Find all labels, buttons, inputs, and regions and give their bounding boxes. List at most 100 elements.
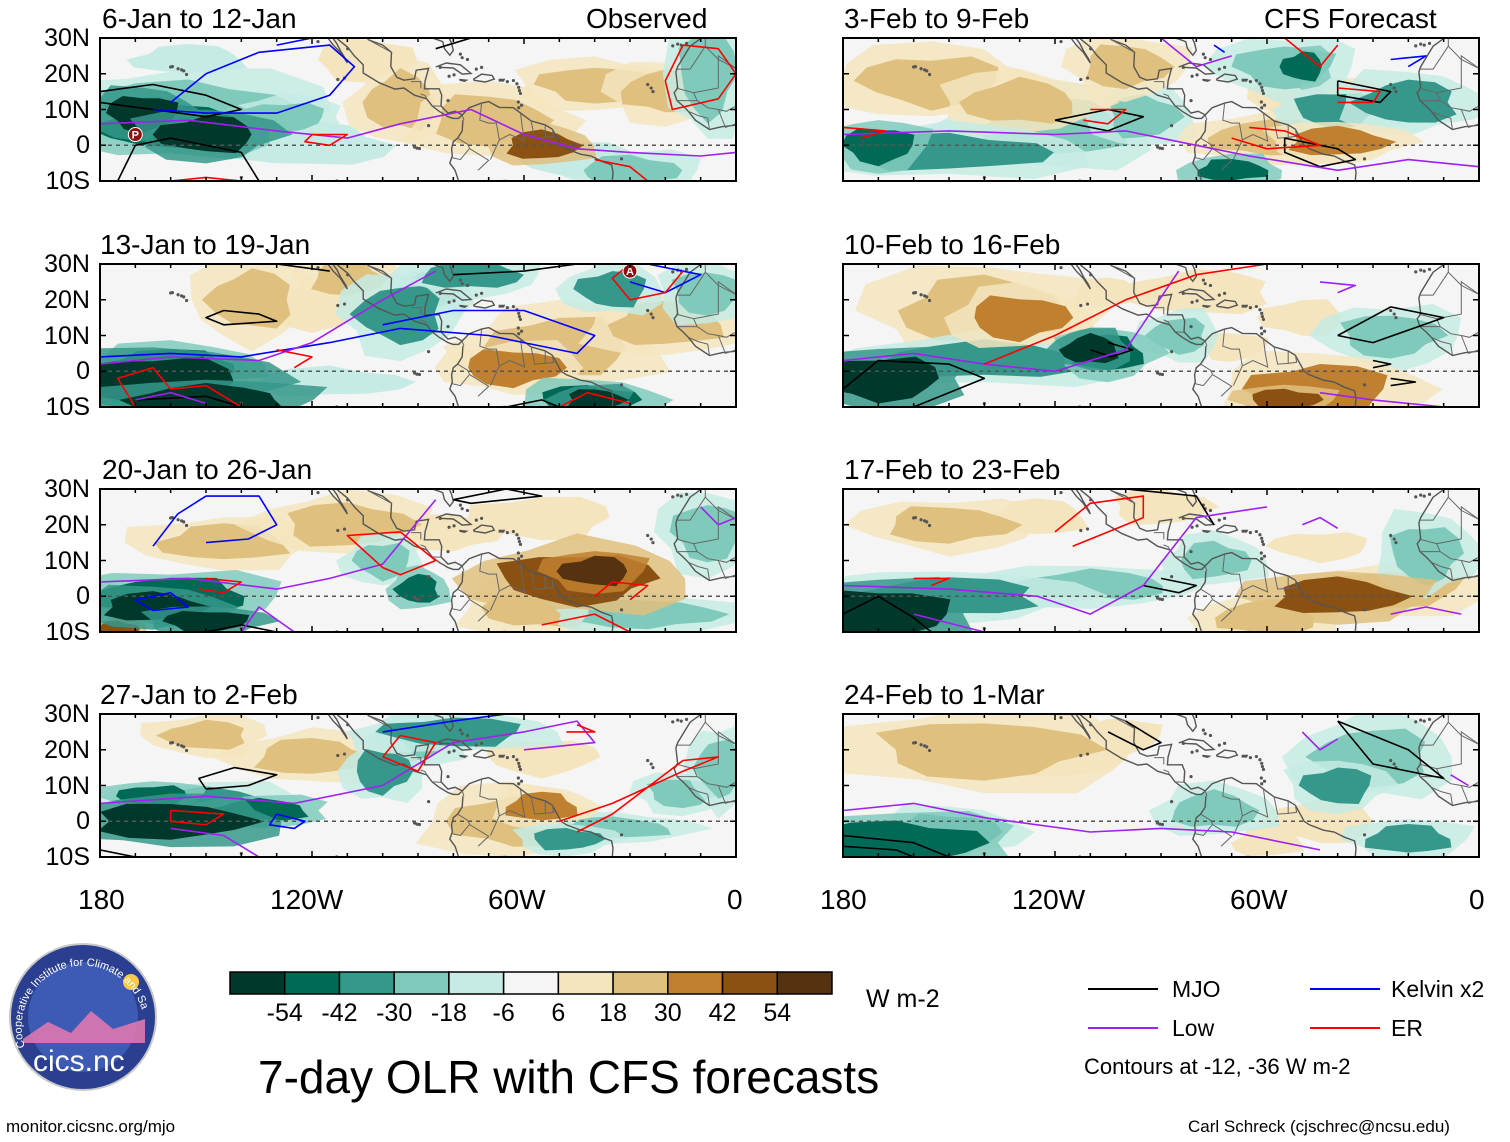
country-border	[499, 113, 526, 142]
island	[438, 65, 442, 69]
island	[1217, 518, 1221, 522]
contour-line	[1301, 516, 1339, 529]
island	[1261, 542, 1266, 547]
coastline	[449, 100, 614, 181]
island	[460, 282, 464, 286]
contour-line	[843, 359, 986, 407]
coastline	[335, 489, 464, 571]
coastline	[449, 551, 614, 632]
country-border	[1431, 110, 1453, 130]
island	[417, 597, 422, 602]
country-border	[420, 544, 428, 551]
olr-map-panel: A	[99, 263, 737, 423]
lat-label: 10N	[44, 546, 90, 575]
country-border	[410, 307, 422, 315]
island	[1181, 65, 1185, 69]
contour-line	[1231, 126, 1321, 150]
country-border	[1447, 496, 1479, 520]
country-border	[704, 271, 736, 295]
contour-line	[843, 270, 1180, 373]
country-border	[688, 336, 710, 356]
island	[1427, 492, 1432, 496]
island	[446, 774, 450, 779]
country-border	[1418, 38, 1449, 70]
island	[1089, 498, 1093, 502]
island	[1158, 822, 1162, 826]
island	[1261, 317, 1266, 322]
country-border	[688, 786, 710, 806]
olr-anomaly-area	[556, 555, 628, 587]
island	[336, 303, 340, 308]
coastline	[1172, 264, 1198, 283]
island	[342, 302, 347, 306]
island	[141, 870, 144, 873]
olr-anomaly-area	[678, 38, 736, 124]
island	[517, 314, 522, 319]
island	[458, 503, 462, 507]
legend-label-low: Low	[1172, 1015, 1215, 1041]
coastline	[498, 304, 506, 308]
country-border	[1436, 54, 1479, 94]
logo-inner-disc	[28, 962, 138, 1072]
country-border	[1460, 785, 1479, 805]
island	[1223, 291, 1227, 295]
island	[346, 47, 350, 51]
island	[1155, 821, 1160, 825]
country-border	[1204, 565, 1208, 572]
island	[412, 145, 417, 149]
island	[1260, 106, 1264, 110]
island	[1085, 752, 1090, 756]
colorbar	[229, 971, 833, 995]
contour-line	[1160, 38, 1232, 68]
contour-line	[629, 264, 702, 294]
island	[1427, 267, 1432, 271]
island	[649, 762, 653, 766]
island	[1254, 304, 1258, 309]
island	[923, 744, 927, 748]
island	[452, 73, 456, 77]
colorbar-tick-label: -18	[430, 999, 467, 1027]
olr-anomaly-area	[375, 717, 521, 747]
olr-anomaly-area	[201, 268, 291, 329]
island	[1189, 774, 1193, 779]
country-border	[499, 339, 526, 368]
coastline	[1178, 288, 1216, 301]
olr-anomaly-area	[959, 76, 1073, 124]
island	[1394, 541, 1398, 545]
island	[446, 324, 450, 329]
colorbar-tick-label: -54	[266, 999, 303, 1027]
panel-title-obs-2: 13-Jan to 19-Jan	[100, 229, 311, 260]
coastline	[335, 264, 464, 346]
island	[927, 72, 932, 77]
island	[184, 523, 189, 528]
olr-anomaly-area	[1058, 332, 1119, 364]
country-border	[366, 714, 392, 729]
country-border	[452, 374, 470, 387]
island	[684, 492, 689, 496]
country-border	[675, 38, 706, 70]
island	[180, 68, 184, 72]
island	[516, 100, 520, 104]
island	[1259, 326, 1263, 330]
country-border	[366, 489, 392, 504]
contour-line	[116, 137, 260, 181]
colorbar-swatch	[612, 971, 669, 995]
island	[884, 194, 887, 197]
coastline	[1172, 38, 1198, 57]
island	[141, 420, 144, 423]
panel-title-fcst-4: 24-Feb to 1-Mar	[844, 679, 1045, 710]
island	[884, 645, 887, 648]
lat-label: 0	[76, 357, 90, 386]
island	[517, 764, 522, 769]
country-border	[1109, 489, 1135, 504]
colorbar-tick-label: -30	[376, 999, 413, 1027]
coastline	[335, 38, 464, 120]
island	[474, 518, 478, 522]
contour-line	[304, 133, 349, 147]
footer-url[interactable]: monitor.cicsnc.org/mjo	[6, 1117, 176, 1136]
country-border	[530, 346, 546, 365]
island	[1155, 145, 1160, 149]
island	[480, 291, 484, 295]
olr-map-panel	[842, 713, 1480, 858]
island	[1170, 123, 1174, 128]
